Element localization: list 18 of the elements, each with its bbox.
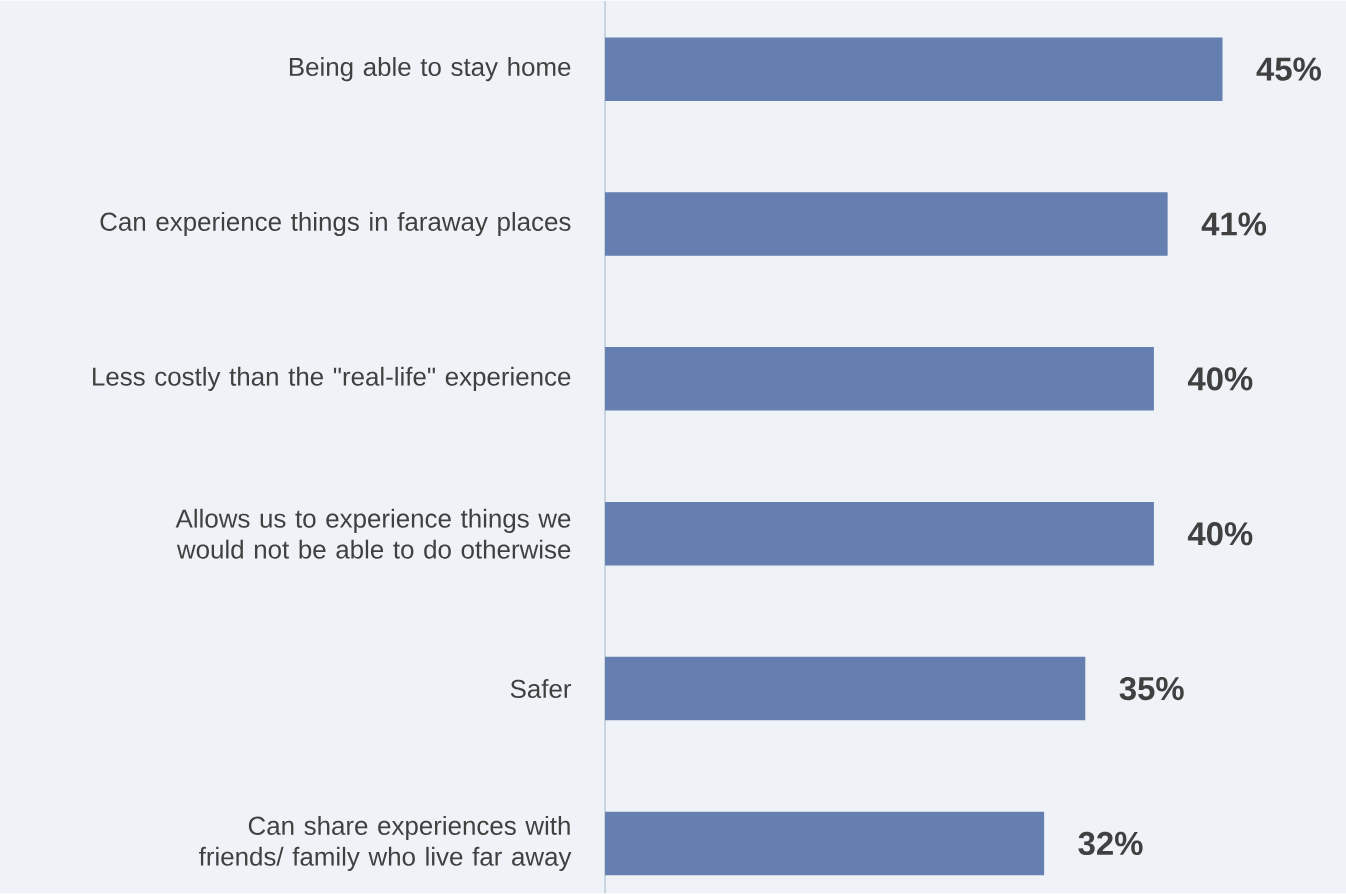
bar — [605, 811, 1045, 876]
bar — [605, 501, 1154, 566]
data-label: 35% — [1119, 676, 1184, 701]
data-label: 45% — [1256, 57, 1321, 81]
y-tick-label: Safer — [510, 679, 572, 699]
y-tick-label: Less costly than the "real-life" experience — [93, 366, 571, 391]
data-label: 40% — [1187, 367, 1253, 391]
y-tick-label: Can experience things in faraway places — [100, 211, 571, 237]
data-label: 32% — [1078, 831, 1143, 856]
y-tick-label: Allows us to experience things we would not be able to do otherwise — [175, 508, 571, 559]
y-tick-label: Can share experiences with friends/ family who live far away — [199, 815, 572, 871]
bar — [605, 656, 1086, 721]
data-label: 41% — [1201, 212, 1267, 236]
data-label: 40% — [1187, 522, 1253, 546]
bar — [605, 192, 1168, 256]
bar — [605, 37, 1223, 101]
y-tick-label: Being able to stay home — [289, 57, 571, 82]
bar — [605, 347, 1154, 411]
